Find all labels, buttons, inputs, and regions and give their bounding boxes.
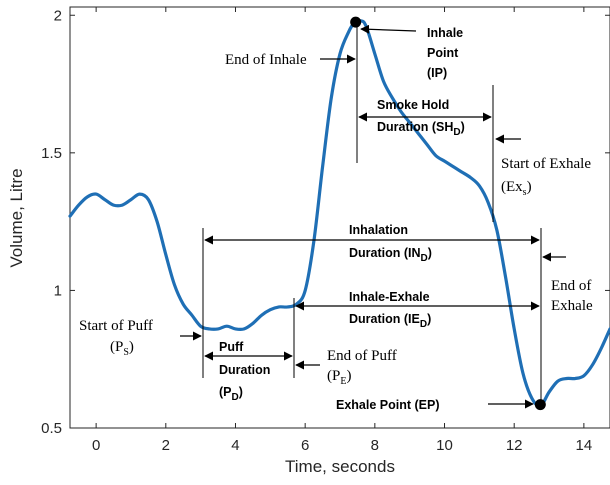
smoke-hold-label-line2: Duration (SHD) — [377, 120, 465, 138]
inhale-exhale-label-line2: Duration (IED) — [349, 312, 431, 330]
x-tick-label: 14 — [576, 437, 593, 454]
end-of-inhale-label: End of Inhale — [225, 52, 307, 68]
start-of-exhale-label-subscript: s — [523, 187, 527, 198]
x-tick-label: 0 — [92, 437, 100, 454]
x-tick-label: 12 — [506, 437, 523, 454]
smoke-hold-label-close: ) — [461, 120, 465, 134]
puff-duration-label-main: (P — [219, 385, 232, 399]
start-of-puff-label-subscript: S — [123, 347, 129, 358]
axis-tick-labels: 0 2 4 6 8 10 12 14 0.5 1 1.5 2 — [41, 7, 592, 454]
end-of-puff-label-line1: End of Puff — [327, 348, 397, 364]
smoke-hold-label-line1: Smoke Hold — [377, 98, 449, 112]
y-axis-title: Volume, Litre — [7, 168, 26, 267]
puff-duration-label-close: ) — [239, 385, 243, 399]
y-tick-label: 2 — [54, 7, 62, 24]
exhale-point-dot — [534, 399, 546, 411]
plot-area — [69, 6, 610, 429]
puff-duration-label-line3: (PD) — [219, 385, 243, 403]
y-tick-label: 1 — [54, 282, 62, 299]
start-of-exhale-label-line2: (Exs) — [501, 179, 532, 198]
x-tick-label: 8 — [371, 437, 379, 454]
end-of-puff-label-close: ) — [346, 368, 351, 384]
inhale-point-label-line1: Inhale — [427, 26, 463, 40]
inhale-exhale-label-line1: Inhale-Exhale — [349, 290, 430, 304]
y-tick-label: 0.5 — [41, 420, 62, 437]
x-tick-label: 10 — [436, 437, 453, 454]
end-of-exhale-label-line1: End of — [551, 278, 591, 294]
volume-series-line — [68, 19, 610, 408]
x-tick-label: 6 — [301, 437, 309, 454]
x-tick-label: 2 — [162, 437, 170, 454]
start-of-puff-label-main: (P — [110, 339, 123, 355]
start-of-puff-label-line2: (PS) — [110, 339, 134, 358]
inhalation-label-main: Duration (IN — [349, 246, 421, 260]
inhale-point-label-line2: Point — [427, 46, 459, 60]
inhalation-label-line1: Inhalation — [349, 223, 408, 237]
inhale-point-label-line3: (IP) — [427, 66, 447, 80]
puff-duration-label-subscript: D — [232, 392, 239, 403]
start-of-puff-label-line1: Start of Puff — [79, 318, 153, 334]
start-of-exhale-label-main: (Ex — [501, 179, 523, 195]
end-of-puff-label-main: (P — [327, 368, 340, 384]
smoke-hold-label-subscript: D — [453, 127, 460, 138]
start-of-puff-label-close: ) — [129, 339, 134, 355]
inhale-point-dot — [350, 16, 362, 28]
smoke-hold-label-main: Duration (SH — [377, 120, 453, 134]
end-of-puff-label-line2: (PE) — [327, 368, 351, 387]
y-tick-label: 1.5 — [41, 145, 62, 162]
inhalation-label-close: ) — [428, 246, 432, 260]
inhale-exhale-label-subscript: D — [420, 319, 427, 330]
end-of-puff-label-subscript: E — [340, 376, 346, 387]
end-of-exhale-label-line2: Exhale — [551, 298, 593, 314]
x-tick-label: 4 — [231, 437, 239, 454]
inhalation-label-subscript: D — [421, 253, 428, 264]
axis-ticks — [70, 7, 610, 429]
start-of-exhale-label-line1: Start of Exhale — [501, 156, 591, 172]
exhale-point-label: Exhale Point (EP) — [336, 398, 440, 412]
start-of-exhale-label-close: ) — [527, 179, 532, 195]
inhale-point-pointer — [360, 24, 417, 34]
inhalation-label-line2: Duration (IND) — [349, 246, 432, 264]
inhale-exhale-label-close: ) — [427, 312, 431, 326]
puff-duration-label-line1: Puff — [219, 340, 244, 354]
puff-duration-label-line2: Duration — [219, 363, 270, 377]
inhale-exhale-label-main: Duration (IE — [349, 312, 420, 326]
x-axis-title: Time, seconds — [285, 457, 395, 476]
